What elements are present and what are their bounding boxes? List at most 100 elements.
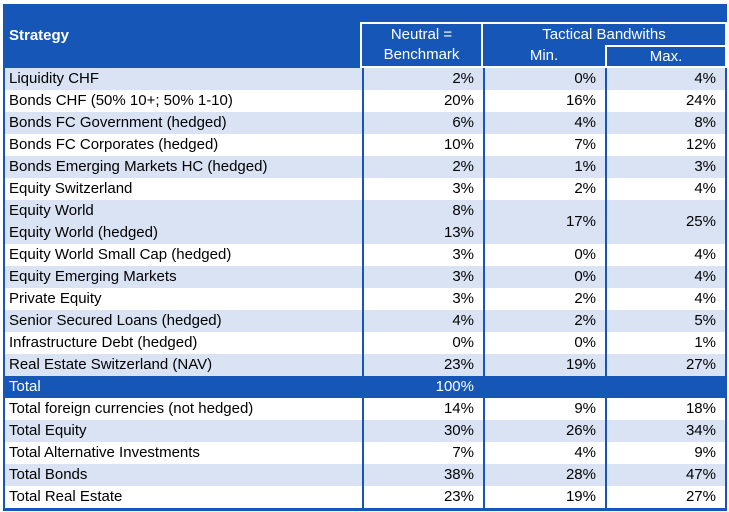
strategy-cell: Bonds FC Corporates (hedged) — [9, 136, 219, 153]
table-row: Total Bonds 38% 28% 47% — [5, 464, 725, 486]
min-cell: 4% — [483, 112, 605, 134]
strategy-cell: Equity Emerging Markets — [9, 268, 177, 285]
max-cell: 3% — [605, 156, 725, 178]
benchmark-column-header: Neutral = Benchmark — [360, 22, 483, 68]
table-row: Total Equity 30% 26% 34% — [5, 420, 725, 442]
min-cell: 7% — [483, 134, 605, 156]
total-row: Total 100% — [5, 376, 725, 398]
max-cell: 47% — [605, 464, 725, 486]
min-cell: 26% — [483, 420, 605, 442]
strategy-cell: Total — [9, 378, 41, 395]
max-cell: 9% — [605, 442, 725, 464]
table-row: Equity Switzerland 3% 2% 4% — [5, 178, 725, 200]
table-row: Bonds FC Corporates (hedged) 10% 7% 12% — [5, 134, 725, 156]
table-header: Strategy Neutral = Benchmark Tactical Ba… — [3, 4, 727, 68]
strategy-column-header: Strategy — [9, 27, 70, 44]
benchmark-cell: 2% — [362, 68, 483, 90]
max-cell: 24% — [605, 90, 725, 112]
table-row: Total foreign currencies (not hedged) 14%… — [5, 398, 725, 420]
benchmark-cell: 4% — [362, 310, 483, 332]
benchmark-cell: 23% — [362, 486, 483, 508]
max-cell: 25% — [605, 200, 725, 244]
min-cell: 19% — [483, 354, 605, 376]
max-column-header: Max. — [605, 45, 727, 68]
table-row: Total Alternative Investments 7% 4% 9% — [5, 442, 725, 464]
benchmark-cell: 10% — [362, 134, 483, 156]
min-cell — [483, 376, 605, 398]
benchmark-cell: 3% — [362, 178, 483, 200]
benchmark-cell: 8% 13% — [362, 200, 483, 244]
benchmark-cell: 38% — [362, 464, 483, 486]
max-cell: 4% — [605, 178, 725, 200]
benchmark-cell: 0% — [362, 332, 483, 354]
max-cell: 4% — [605, 68, 725, 90]
min-cell: 28% — [483, 464, 605, 486]
table-row: Bonds CHF (50% 10+; 50% 1-10) 20% 16% 24% — [5, 90, 725, 112]
strategy-sub-label: Equity World (hedged) — [9, 224, 158, 241]
max-cell: 34% — [605, 420, 725, 442]
table-row: Infrastructure Debt (hedged) 0% 0% 1% — [5, 332, 725, 354]
table-row: Bonds Emerging Markets HC (hedged) 2% 1% 3% — [5, 156, 725, 178]
min-cell: 0% — [483, 244, 605, 266]
min-column-header: Min. — [483, 45, 605, 68]
benchmark-cell: 14% — [362, 398, 483, 420]
max-cell: 4% — [605, 266, 725, 288]
strategy-cell: Infrastructure Debt (hedged) — [9, 334, 198, 351]
strategy-cell: Equity Switzerland — [9, 180, 133, 197]
benchmark-cell: 3% — [362, 244, 483, 266]
table-row: Senior Secured Loans (hedged) 4% 2% 5% — [5, 310, 725, 332]
strategy-cell: Total Bonds — [9, 466, 88, 483]
max-cell: 4% — [605, 288, 725, 310]
min-cell: 0% — [483, 266, 605, 288]
max-cell: 5% — [605, 310, 725, 332]
min-cell: 2% — [483, 178, 605, 200]
benchmark-cell: 3% — [362, 288, 483, 310]
min-cell: 0% — [483, 68, 605, 90]
strategy-cell: Equity World Small Cap (hedged) — [9, 246, 232, 263]
benchmark-sub-value: 8% — [452, 202, 474, 219]
strategy-cell: Total Equity — [9, 422, 87, 439]
max-cell: 4% — [605, 244, 725, 266]
strategy-sub-label: Equity World — [9, 202, 94, 219]
asset-allocation-table: Strategy Neutral = Benchmark Tactical Ba… — [3, 4, 727, 511]
table-row: Total Real Estate 23% 19% 27% — [5, 486, 725, 508]
benchmark-header-line1: Neutral = — [390, 26, 453, 43]
max-cell: 1% — [605, 332, 725, 354]
benchmark-cell: 30% — [362, 420, 483, 442]
table-row: Equity World Small Cap (hedged) 3% 0% 4% — [5, 244, 725, 266]
max-cell: 18% — [605, 398, 725, 420]
min-cell: 0% — [483, 332, 605, 354]
table-row: Real Estate Switzerland (NAV) 23% 19% 27% — [5, 354, 725, 376]
strategy-cell: Bonds CHF (50% 10+; 50% 1-10) — [9, 92, 233, 109]
table-row: Liquidity CHF 2% 0% 4% — [5, 68, 725, 90]
strategy-cell: Total foreign currencies (not hedged) — [9, 400, 254, 417]
max-cell: 27% — [605, 354, 725, 376]
table-row: Bonds FC Government (hedged) 6% 4% 8% — [5, 112, 725, 134]
table-row: Equity World Equity World (hedged) 8% 13% 17… — [5, 200, 725, 244]
benchmark-sub-value: 13% — [443, 224, 474, 241]
min-cell: 2% — [483, 288, 605, 310]
max-cell: 12% — [605, 134, 725, 156]
strategy-cell: Private Equity — [9, 290, 102, 307]
benchmark-cell: 20% — [362, 90, 483, 112]
strategy-cell: Equity World Equity World (hedged) — [5, 200, 362, 244]
strategy-cell: Real Estate Switzerland (NAV) — [9, 356, 213, 373]
min-cell: 9% — [483, 398, 605, 420]
min-cell: 16% — [483, 90, 605, 112]
strategy-cell: Bonds Emerging Markets HC (hedged) — [9, 158, 268, 175]
strategy-cell: Total Alternative Investments — [9, 444, 200, 461]
header-grid: Neutral = Benchmark Tactical Bandwiths M… — [360, 22, 727, 68]
min-cell: 4% — [483, 442, 605, 464]
max-cell — [605, 376, 725, 398]
benchmark-cell: 2% — [362, 156, 483, 178]
strategy-cell: Senior Secured Loans (hedged) — [9, 312, 222, 329]
tactical-bandwiths-header: Tactical Bandwiths — [483, 22, 727, 45]
min-cell: 1% — [483, 156, 605, 178]
min-cell: 19% — [483, 486, 605, 508]
max-cell: 8% — [605, 112, 725, 134]
benchmark-cell: 6% — [362, 112, 483, 134]
table-row: Private Equity 3% 2% 4% — [5, 288, 725, 310]
strategy-cell: Liquidity CHF — [9, 70, 100, 87]
benchmark-header-line2: Benchmark — [383, 46, 460, 63]
